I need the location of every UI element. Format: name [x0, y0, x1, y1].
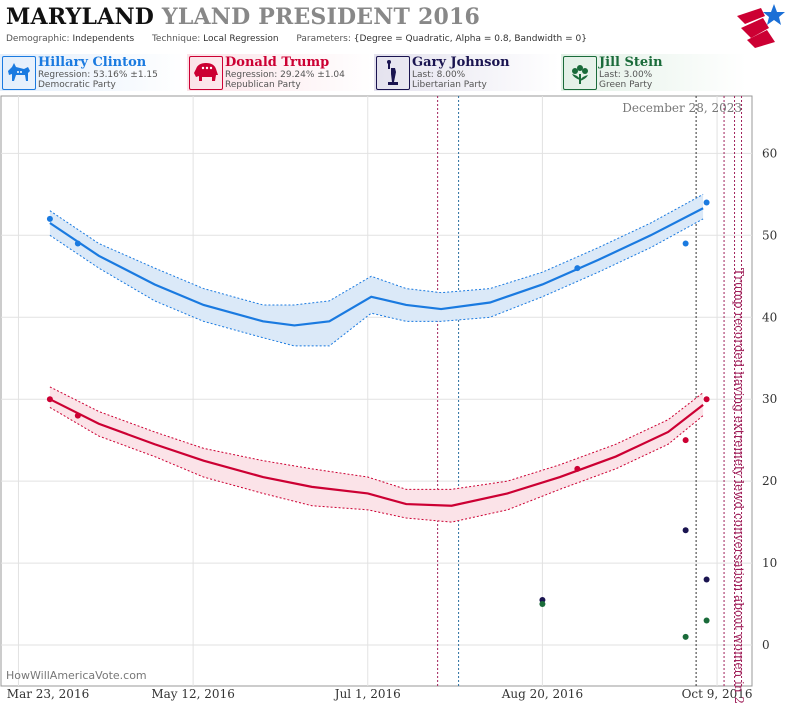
chart-title: MARYLAND YLAND PRESIDENT 2016	[6, 4, 480, 30]
y-tick-label: 60	[762, 146, 777, 160]
plot-frame	[0, 95, 753, 687]
candidate-party: Libertarian Party	[412, 80, 487, 90]
demographic-value: Independents	[72, 34, 135, 44]
elephant-icon	[189, 56, 223, 90]
regression-line	[49, 207, 704, 327]
technique-label: Technique:	[151, 34, 201, 44]
candidate-card-johnson: Gary Johnson Last: 8.00% Libertarian Par…	[374, 54, 559, 91]
candidate-stat: Regression: 29.24% ±1.04	[225, 70, 345, 80]
poll-point	[46, 396, 53, 403]
poll-chart: 0 10 20 30 40 50 60 Mar 23, 2016 May 12, 2016 Ju…	[0, 95, 777, 704]
parameters-line: Demographic: Independents Technique: Loc…	[6, 34, 587, 44]
candidate-cards: Hillary Clinton Regression: 53.16% ±1.15…	[0, 54, 789, 92]
regression-line	[49, 398, 704, 507]
candidate-card-clinton: Hillary Clinton Regression: 53.16% ±1.15…	[0, 54, 185, 91]
demographic-label: Demographic:	[6, 34, 70, 44]
y-tick-label: 40	[762, 310, 777, 324]
flower-icon	[563, 56, 597, 90]
x-tick-label: Mar 23, 2016	[7, 687, 89, 701]
band-lower-line	[49, 406, 704, 523]
candidate-name: Donald Trump	[225, 55, 330, 70]
confidence-bands	[49, 194, 704, 523]
date-label: December 28, 2023	[622, 101, 742, 115]
candidate-name: Hillary Clinton	[38, 55, 147, 70]
x-tick-label: Oct 9, 2016	[682, 687, 753, 701]
grid-lines	[1, 96, 752, 686]
band-lower-line	[49, 218, 704, 347]
poll-point	[703, 576, 710, 583]
parameters-value: {Degree = Quadratic, Alpha = 0.8, Bandwi…	[353, 34, 587, 44]
event-lines	[437, 96, 743, 686]
poll-point	[46, 215, 53, 222]
candidate-party: Green Party	[599, 80, 653, 90]
statue-of-liberty-icon	[376, 56, 410, 90]
y-tick-label: 30	[762, 392, 777, 406]
x-tick-label: May 12, 2016	[151, 687, 234, 701]
parameters-label: Parameters:	[296, 34, 351, 44]
candidate-stat: Regression: 53.16% ±1.15	[38, 70, 158, 80]
event-annotation: Trump recorded having extremely lewd con…	[732, 268, 746, 704]
candidate-stat: Last: 8.00%	[412, 70, 466, 80]
confidence-band	[49, 386, 704, 523]
technique-value: Local Regression	[203, 34, 279, 44]
candidate-card-trump: Donald Trump Regression: 29.24% ±1.04 Re…	[187, 54, 372, 91]
title-main: MARYLAND	[6, 4, 155, 30]
candidate-name: Jill Stein	[599, 55, 663, 70]
x-tick-labels: Mar 23, 2016 May 12, 2016 Jul 1, 2016 Aug 2…	[7, 687, 753, 701]
poll-point	[574, 265, 581, 272]
donkey-icon	[2, 56, 36, 90]
y-tick-label: 0	[762, 638, 770, 652]
y-tick-label: 10	[762, 556, 777, 570]
poll-point	[703, 617, 710, 624]
candidate-stat: Last: 3.00%	[599, 70, 653, 80]
y-tick-label: 50	[762, 228, 777, 242]
candidate-card-stein: Jill Stein Last: 3.00% Green Party	[561, 54, 746, 91]
x-tick-label: Aug 20, 2016	[501, 687, 583, 701]
poll-point	[682, 437, 689, 444]
y-tick-label: 20	[762, 474, 777, 488]
candidate-party: Democratic Party	[38, 80, 116, 90]
poll-point	[539, 601, 546, 608]
candidate-name: Gary Johnson	[412, 55, 510, 70]
poll-point	[703, 199, 710, 206]
poll-point	[703, 396, 710, 403]
x-tick-label: Jul 1, 2016	[333, 687, 401, 701]
y-tick-labels: 0 10 20 30 40 50 60	[762, 146, 777, 652]
poll-point	[74, 412, 81, 419]
poll-point	[682, 527, 689, 534]
chart-header: MARYLAND YLAND PRESIDENT 2016 Demographi…	[0, 0, 789, 50]
title-second: YLAND PRESIDENT 2016	[161, 4, 481, 30]
poll-point	[682, 240, 689, 247]
regression-lines	[49, 193, 704, 523]
band-upper-line	[49, 193, 704, 306]
band-upper-line	[49, 386, 704, 490]
poll-point	[574, 465, 581, 472]
poll-point	[682, 633, 689, 640]
poll-points	[46, 199, 710, 640]
confidence-band	[49, 194, 704, 346]
candidate-party: Republican Party	[225, 80, 301, 90]
poll-point	[74, 240, 81, 247]
flag-star-logo	[737, 4, 785, 48]
watermark-text: HowWillAmericaVote.com	[6, 669, 147, 682]
